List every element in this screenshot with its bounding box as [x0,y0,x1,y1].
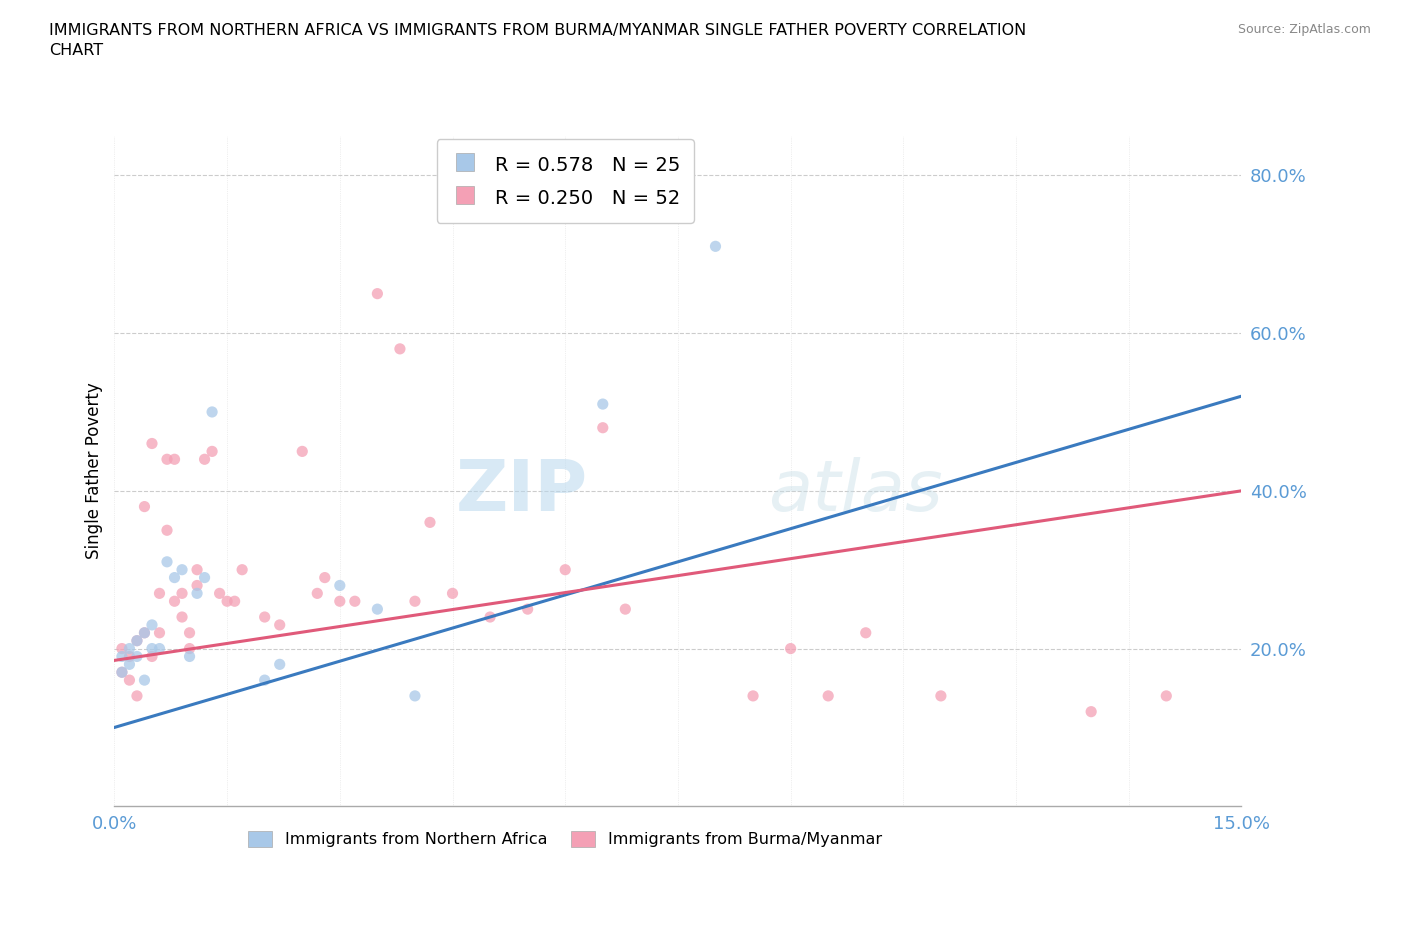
Point [118,657,141,671]
Point [224,594,246,609]
Point [125,633,148,648]
Text: ZIP: ZIP [456,457,588,525]
Point [704,239,727,254]
Point [163,452,186,467]
Point [817,688,839,703]
Text: atlas: atlas [768,457,942,525]
Point [186,578,208,593]
Point [156,523,179,538]
Legend: Immigrants from Northern Africa, Immigrants from Burma/Myanmar: Immigrants from Northern Africa, Immigra… [240,823,890,856]
Point [163,594,186,609]
Point [307,586,329,601]
Point [404,688,426,703]
Point [163,570,186,585]
Point [269,618,291,632]
Point [742,688,765,703]
Point [201,444,224,458]
Point [314,570,336,585]
Point [855,625,877,640]
Point [208,586,231,601]
Point [329,594,352,609]
Point [134,499,156,514]
Point [118,649,141,664]
Point [186,586,208,601]
Point [614,602,637,617]
Y-axis label: Single Father Poverty: Single Father Poverty [86,383,103,560]
Point [1080,704,1102,719]
Point [111,665,134,680]
Point [141,641,163,656]
Point [134,672,156,687]
Point [179,625,201,640]
Point [186,563,208,578]
Point [148,641,170,656]
Point [193,570,215,585]
Point [125,633,148,648]
Point [141,436,163,451]
Point [329,578,352,593]
Point [111,649,134,664]
Point [554,563,576,578]
Point [343,594,366,609]
Point [179,641,201,656]
Point [148,586,170,601]
Point [366,286,388,301]
Point [156,452,179,467]
Point [592,420,614,435]
Point [118,641,141,656]
Point [441,586,464,601]
Point [141,618,163,632]
Point [125,649,148,664]
Point [1156,688,1178,703]
Point [125,688,148,703]
Point [419,515,441,530]
Point [217,594,239,609]
Point [134,625,156,640]
Point [929,688,952,703]
Point [118,672,141,687]
Point [404,594,426,609]
Point [170,586,193,601]
Point [253,609,276,624]
Point [134,625,156,640]
Point [111,665,134,680]
Point [516,602,538,617]
Point [388,341,411,356]
Point [592,396,614,411]
Point [366,602,388,617]
Point [231,563,253,578]
Point [253,672,276,687]
Point [156,554,179,569]
Point [479,609,502,624]
Point [291,444,314,458]
Point [179,649,201,664]
Point [779,641,801,656]
Point [269,657,291,671]
Point [201,405,224,419]
Point [148,625,170,640]
Point [170,609,193,624]
Text: IMMIGRANTS FROM NORTHERN AFRICA VS IMMIGRANTS FROM BURMA/MYANMAR SINGLE FATHER P: IMMIGRANTS FROM NORTHERN AFRICA VS IMMIG… [49,23,1026,58]
Text: Source: ZipAtlas.com: Source: ZipAtlas.com [1237,23,1371,36]
Point [193,452,215,467]
Point [141,649,163,664]
Point [111,641,134,656]
Point [170,563,193,578]
